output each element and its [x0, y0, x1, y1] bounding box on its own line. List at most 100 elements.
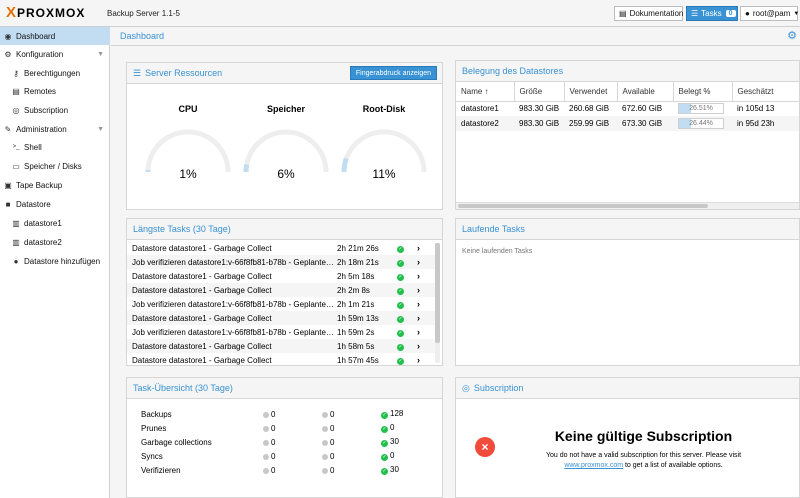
summary-ok[interactable]: ✓ 30 — [381, 435, 421, 449]
sidebar-item-konfiguration[interactable]: ⚙ Konfiguration ▼ — [0, 45, 110, 63]
summary-ok[interactable]: ✓ 128 — [381, 407, 421, 421]
column-header-usage[interactable]: Belegt % — [673, 82, 733, 102]
documentation-button[interactable]: ▤ Dokumentation — [614, 6, 683, 21]
sidebar-item-datastore[interactable]: ■ Datastore — [0, 195, 110, 213]
summary-warning[interactable]: 0 — [322, 435, 381, 449]
chevron-right-icon[interactable]: › — [417, 341, 420, 351]
column-header-available[interactable]: Available — [617, 82, 674, 102]
task-open[interactable]: › — [417, 353, 435, 365]
wrench-icon: ✎ — [4, 124, 12, 134]
task-open[interactable]: › — [417, 339, 435, 353]
summary-error[interactable]: 0 — [263, 449, 322, 463]
sidebar-item-datastore2[interactable]: ▥ datastore2 — [0, 233, 110, 251]
task-row[interactable]: Datastore datastore1 - Garbage Collect 2h… — [127, 283, 435, 297]
chevron-right-icon[interactable]: › — [417, 243, 420, 253]
column-header-used[interactable]: Verwendet — [564, 82, 618, 102]
summary-ok[interactable]: ✓ 0 — [381, 421, 421, 435]
error-icon: × — [475, 437, 495, 457]
key-icon: ⚷ — [13, 68, 19, 78]
task-name: Datastore datastore1 - Garbage Collect — [127, 311, 337, 325]
task-open[interactable]: › — [417, 325, 435, 339]
summary-warning[interactable]: 0 — [322, 449, 381, 463]
sidebar-item-administration[interactable]: ✎ Administration ▼ — [0, 120, 110, 138]
summary-error-count: 0 — [271, 409, 276, 419]
cell-size: 983.30 GiB — [514, 116, 564, 131]
task-row[interactable]: Datastore datastore1 - Garbage Collect 2h… — [127, 269, 435, 283]
summary-row: Syncs 0 0 ✓ 0 — [141, 449, 421, 463]
server-resources-panel: ☰ Server Ressourcen Fingerabdruck anzeig… — [126, 62, 443, 210]
task-row[interactable]: Datastore datastore1 - Garbage Collect 2h… — [127, 241, 435, 255]
chevron-right-icon[interactable]: › — [417, 327, 420, 337]
book-icon: ▤ — [619, 9, 627, 18]
task-open[interactable]: › — [417, 283, 435, 297]
scrollbar-thumb[interactable] — [435, 243, 440, 343]
table-row[interactable]: datastore2 983.30 GiB 259.99 GiB 673.30 … — [456, 116, 799, 131]
task-open[interactable]: › — [417, 297, 435, 311]
table-row[interactable]: datastore1 983.30 GiB 260.68 GiB 672.60 … — [456, 101, 799, 116]
summary-ok[interactable]: ✓ 30 — [381, 463, 421, 477]
sidebar-item-label: Konfiguration — [16, 49, 64, 59]
task-open[interactable]: › — [417, 255, 435, 269]
summary-warning-count: 0 — [330, 465, 335, 475]
collapse-icon[interactable]: ▼ — [97, 50, 104, 58]
scrollbar-thumb[interactable] — [458, 204, 708, 208]
horizontal-scrollbar[interactable] — [456, 202, 799, 209]
database-icon: ▥ — [12, 237, 20, 247]
summary-error[interactable]: 0 — [263, 407, 322, 421]
task-row[interactable]: Datastore datastore1 - Garbage Collect 1h… — [127, 353, 435, 365]
proxmox-link[interactable]: www.proxmox.com — [564, 462, 624, 469]
task-name: Job verifizieren datastore1:v-66f8fb81-b… — [132, 327, 334, 337]
tasks-icon: ☰ — [133, 67, 142, 78]
show-fingerprint-button[interactable]: Fingerabdruck anzeigen — [349, 66, 437, 80]
subscription-text: You do not have a valid subscription for… — [526, 451, 761, 471]
collapse-icon[interactable]: ▼ — [97, 125, 104, 133]
tasks-button[interactable]: ☰ Tasks 0 — [686, 6, 738, 21]
sidebar-item-shell[interactable]: >_ Shell — [0, 138, 110, 156]
sidebar-item-add-datastore[interactable]: ● Datastore hinzufügen — [0, 252, 110, 270]
user-menu-button[interactable]: ● root@pam ▼ — [740, 6, 799, 21]
task-row[interactable]: Job verifizieren datastore1:v-66f8fb81-b… — [127, 297, 435, 311]
chevron-right-icon[interactable]: › — [417, 299, 420, 309]
summary-ok[interactable]: ✓ 0 — [381, 449, 421, 463]
summary-warning[interactable]: 0 — [322, 421, 381, 435]
vertical-scrollbar[interactable] — [435, 243, 440, 363]
task-row[interactable]: Datastore datastore1 - Garbage Collect 1h… — [127, 339, 435, 353]
task-row[interactable]: Job verifizieren datastore1:v-66f8fb81-b… — [127, 325, 435, 339]
sidebar-item-datastore1[interactable]: ▥ datastore1 — [0, 214, 110, 232]
gear-icon[interactable]: ⚙ — [787, 30, 797, 42]
column-header-estimate[interactable]: Geschätzt — [732, 82, 799, 102]
summary-warning[interactable]: 0 — [322, 463, 381, 477]
task-row[interactable]: Job verifizieren datastore1:v-66f8fb81-b… — [127, 255, 435, 269]
proxmox-logo[interactable]: X PROXMOX — [6, 5, 85, 20]
task-row[interactable]: Datastore datastore1 - Garbage Collect 1h… — [127, 311, 435, 325]
task-open[interactable]: › — [417, 269, 435, 283]
sidebar-item-subscription[interactable]: ◎ Subscription — [0, 101, 110, 119]
chevron-right-icon[interactable]: › — [417, 313, 420, 323]
summary-error[interactable]: 0 — [263, 463, 322, 477]
summary-error[interactable]: 0 — [263, 421, 322, 435]
column-header-name[interactable]: Name ↑ — [456, 82, 515, 102]
sidebar-item-berechtigungen[interactable]: ⚷ Berechtigungen — [0, 64, 110, 82]
task-open[interactable]: › — [417, 311, 435, 325]
subscription-text-2: to get a list of available options. — [623, 462, 723, 469]
chevron-right-icon[interactable]: › — [417, 355, 420, 365]
longest-tasks-table: Datastore datastore1 - Garbage Collect 2h… — [127, 241, 435, 365]
usage-bar-text: 26.44% — [689, 120, 713, 127]
chevron-right-icon[interactable]: › — [417, 257, 420, 267]
sidebar-item-dashboard[interactable]: ◉ Dashboard — [0, 27, 110, 45]
column-header-size[interactable]: Größe — [514, 82, 565, 102]
database-icon: ▥ — [12, 218, 20, 228]
panel-header: Laufende Tasks — [456, 219, 799, 240]
sidebar-item-remotes[interactable]: ▤ Remotes — [0, 82, 110, 100]
chevron-right-icon[interactable]: › — [417, 271, 420, 281]
chevron-right-icon[interactable]: › — [417, 285, 420, 295]
summary-warning[interactable]: 0 — [322, 407, 381, 421]
panel-header: Task-Übersicht (30 Tage) — [127, 378, 442, 399]
sidebar-item-tape-backup[interactable]: ▣ Tape Backup — [0, 176, 110, 194]
task-open[interactable]: › — [417, 241, 435, 255]
summary-error[interactable]: 0 — [263, 435, 322, 449]
sidebar-item-disks[interactable]: ▭ Speicher / Disks — [0, 157, 110, 175]
warning-status-icon — [322, 411, 328, 418]
subscription-panel: ◎ Subscription × Keine gültige Subscript… — [455, 377, 800, 498]
usage-bar-fill — [679, 119, 691, 128]
